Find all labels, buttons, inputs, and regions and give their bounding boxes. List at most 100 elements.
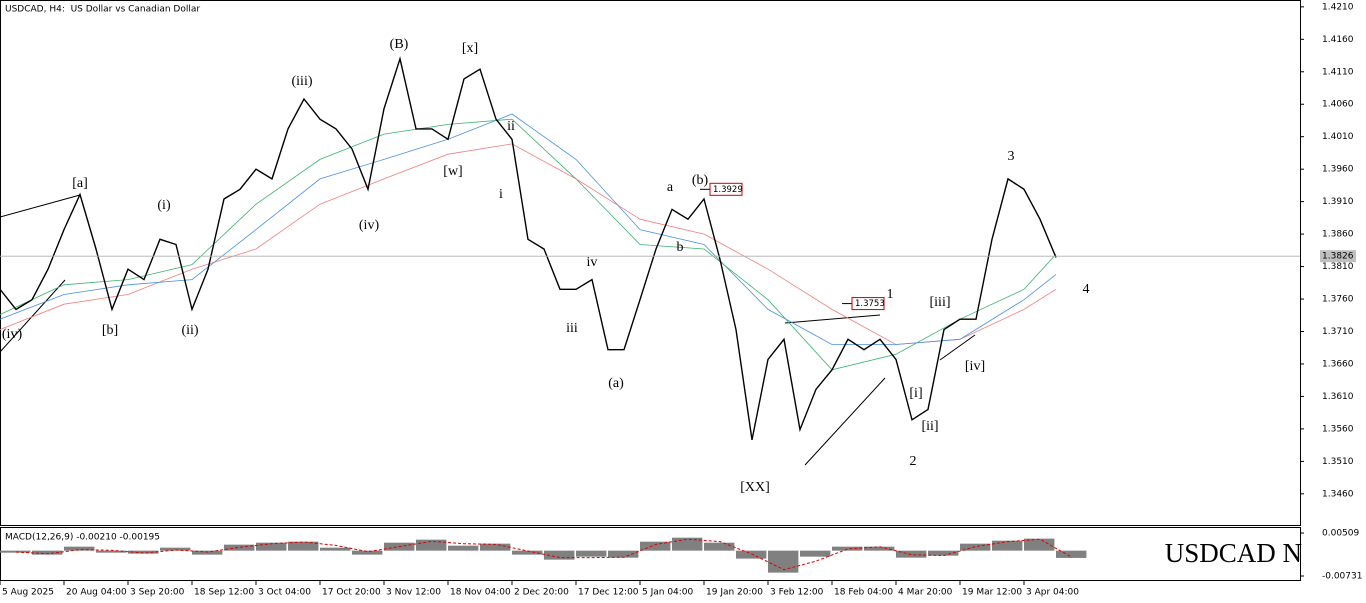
wave-label: [x] bbox=[462, 41, 478, 56]
x-tick-label: 5 Jan 04:00 bbox=[642, 588, 694, 598]
macd-bar bbox=[160, 547, 191, 551]
wave-label: 3 bbox=[1008, 149, 1015, 164]
wave-label: (b) bbox=[692, 173, 709, 188]
wave-label: 4 bbox=[1083, 282, 1090, 297]
x-tick-label: 18 Nov 04:00 bbox=[450, 588, 511, 598]
macd-bar bbox=[640, 541, 671, 551]
macd-bar bbox=[128, 550, 159, 554]
macd-bar bbox=[928, 550, 959, 556]
trend-line bbox=[784, 314, 881, 324]
x-tick-label: 20 Aug 04:00 bbox=[66, 588, 127, 598]
y-tick-label: 1.4110 bbox=[1322, 67, 1354, 77]
wave-label: [iv] bbox=[965, 359, 985, 374]
y-tick-label: 1.3460 bbox=[1322, 489, 1354, 499]
wave-label: iii bbox=[566, 321, 578, 336]
wave-label: ii bbox=[507, 119, 515, 134]
x-tick-label: 17 Dec 12:00 bbox=[578, 588, 639, 598]
macd-bar bbox=[960, 543, 991, 551]
y-tick-label: 1.3610 bbox=[1322, 392, 1354, 402]
macd-bar bbox=[224, 544, 255, 551]
macd-bar bbox=[256, 542, 287, 551]
x-tick-label: 3 Nov 12:00 bbox=[386, 588, 441, 598]
price-pane bbox=[0, 0, 1301, 526]
chart-title: USDCAD, H4: US Dollar vs Canadian Dollar bbox=[5, 5, 200, 15]
moving-average bbox=[0, 113, 1057, 345]
y-tick-label: -0.00731 bbox=[1322, 572, 1362, 582]
y-tick-label: 1.4160 bbox=[1322, 35, 1354, 45]
trend-line bbox=[939, 334, 976, 361]
y-tick-label: 1.3760 bbox=[1322, 295, 1354, 305]
wave-label: [i] bbox=[909, 386, 922, 401]
x-tick-label: 3 Oct 04:00 bbox=[258, 588, 311, 598]
wave-label: b bbox=[677, 240, 684, 255]
macd-bar bbox=[448, 545, 479, 551]
y-tick-label: 1.4010 bbox=[1322, 132, 1354, 142]
price-tag-box bbox=[709, 182, 743, 196]
watermark: USDCAD N bbox=[1165, 538, 1302, 568]
macd-bar bbox=[576, 550, 607, 557]
trend-line bbox=[0, 279, 66, 353]
y-tick-label: 1.3860 bbox=[1322, 230, 1354, 240]
y-tick-label: 1.3810 bbox=[1322, 262, 1354, 272]
macd-bar bbox=[992, 540, 1023, 551]
wave-label: (iv) bbox=[359, 218, 380, 233]
macd-bar bbox=[352, 550, 383, 555]
macd-bar bbox=[864, 546, 895, 551]
x-tick-label: 5 Aug 2025 bbox=[2, 588, 54, 598]
y-tick-label: 0.00509 bbox=[1322, 528, 1359, 538]
wave-label: [XX] bbox=[740, 480, 770, 495]
wave-label: [w] bbox=[443, 164, 462, 179]
macd-bar bbox=[832, 546, 863, 551]
wave-label: iv bbox=[587, 255, 598, 270]
y-tick-label: 1.4210 bbox=[1322, 2, 1354, 12]
macd-bar bbox=[0, 550, 31, 553]
wave-label: (ii) bbox=[181, 323, 198, 338]
wave-label: [ii] bbox=[921, 419, 938, 434]
macd-bar bbox=[416, 539, 447, 551]
macd-bar bbox=[672, 537, 703, 551]
macd-bar bbox=[288, 541, 319, 551]
x-tick-label: 2 Dec 20:00 bbox=[514, 588, 569, 598]
y-tick-label: 1.4060 bbox=[1322, 100, 1354, 110]
y-tick-label: 1.3910 bbox=[1322, 197, 1354, 207]
price-tag-label: 1.3753 bbox=[855, 299, 885, 309]
price-line bbox=[0, 56, 1057, 441]
wave-label: (a) bbox=[608, 376, 624, 391]
x-tick-label: 3 Feb 12:00 bbox=[770, 588, 824, 598]
x-tick-label: 4 Mar 20:00 bbox=[898, 588, 953, 598]
y-tick-label: 1.3960 bbox=[1322, 165, 1354, 175]
macd-title: MACD(12,26,9) -0.00210 -0.00195 bbox=[5, 533, 160, 543]
signal-line bbox=[15, 538, 1073, 571]
wave-label: 1 bbox=[887, 287, 894, 302]
macd-bar bbox=[320, 547, 351, 551]
x-tick-label: 17 Oct 20:00 bbox=[322, 588, 381, 598]
x-tick-label: 18 Sep 12:00 bbox=[194, 588, 254, 598]
macd-bar bbox=[192, 550, 223, 555]
x-tick-label: 19 Jan 20:00 bbox=[706, 588, 763, 598]
x-tick-label: 3 Apr 04:00 bbox=[1026, 588, 1079, 598]
macd-bar bbox=[768, 550, 799, 573]
wave-label: [a] bbox=[72, 176, 88, 191]
wave-label: [iii] bbox=[930, 295, 951, 310]
y-tick-label: 1.3660 bbox=[1322, 359, 1354, 369]
macd-bar bbox=[1056, 550, 1087, 558]
macd-bar bbox=[800, 550, 831, 557]
y-tick-label: 1.3710 bbox=[1322, 327, 1354, 337]
wave-label: (iii) bbox=[292, 74, 313, 89]
y-tick-label: 1.3510 bbox=[1322, 457, 1354, 467]
x-tick-label: 3 Sep 20:00 bbox=[130, 588, 185, 598]
wave-label: (i) bbox=[157, 198, 171, 213]
macd-bar bbox=[736, 550, 767, 559]
trend-line bbox=[804, 377, 886, 466]
current-price-box bbox=[1320, 250, 1356, 263]
macd-bar bbox=[64, 546, 95, 551]
wave-label: i bbox=[499, 187, 503, 202]
macd-bar bbox=[608, 550, 639, 558]
macd-bar bbox=[480, 543, 511, 551]
price-tag-label: 1.3929 bbox=[713, 185, 743, 195]
x-tick-label: 18 Feb 04:00 bbox=[834, 588, 893, 598]
trend-line bbox=[0, 194, 81, 218]
wave-label: (B) bbox=[390, 37, 409, 52]
y-tick-label: 1.3560 bbox=[1322, 424, 1354, 434]
